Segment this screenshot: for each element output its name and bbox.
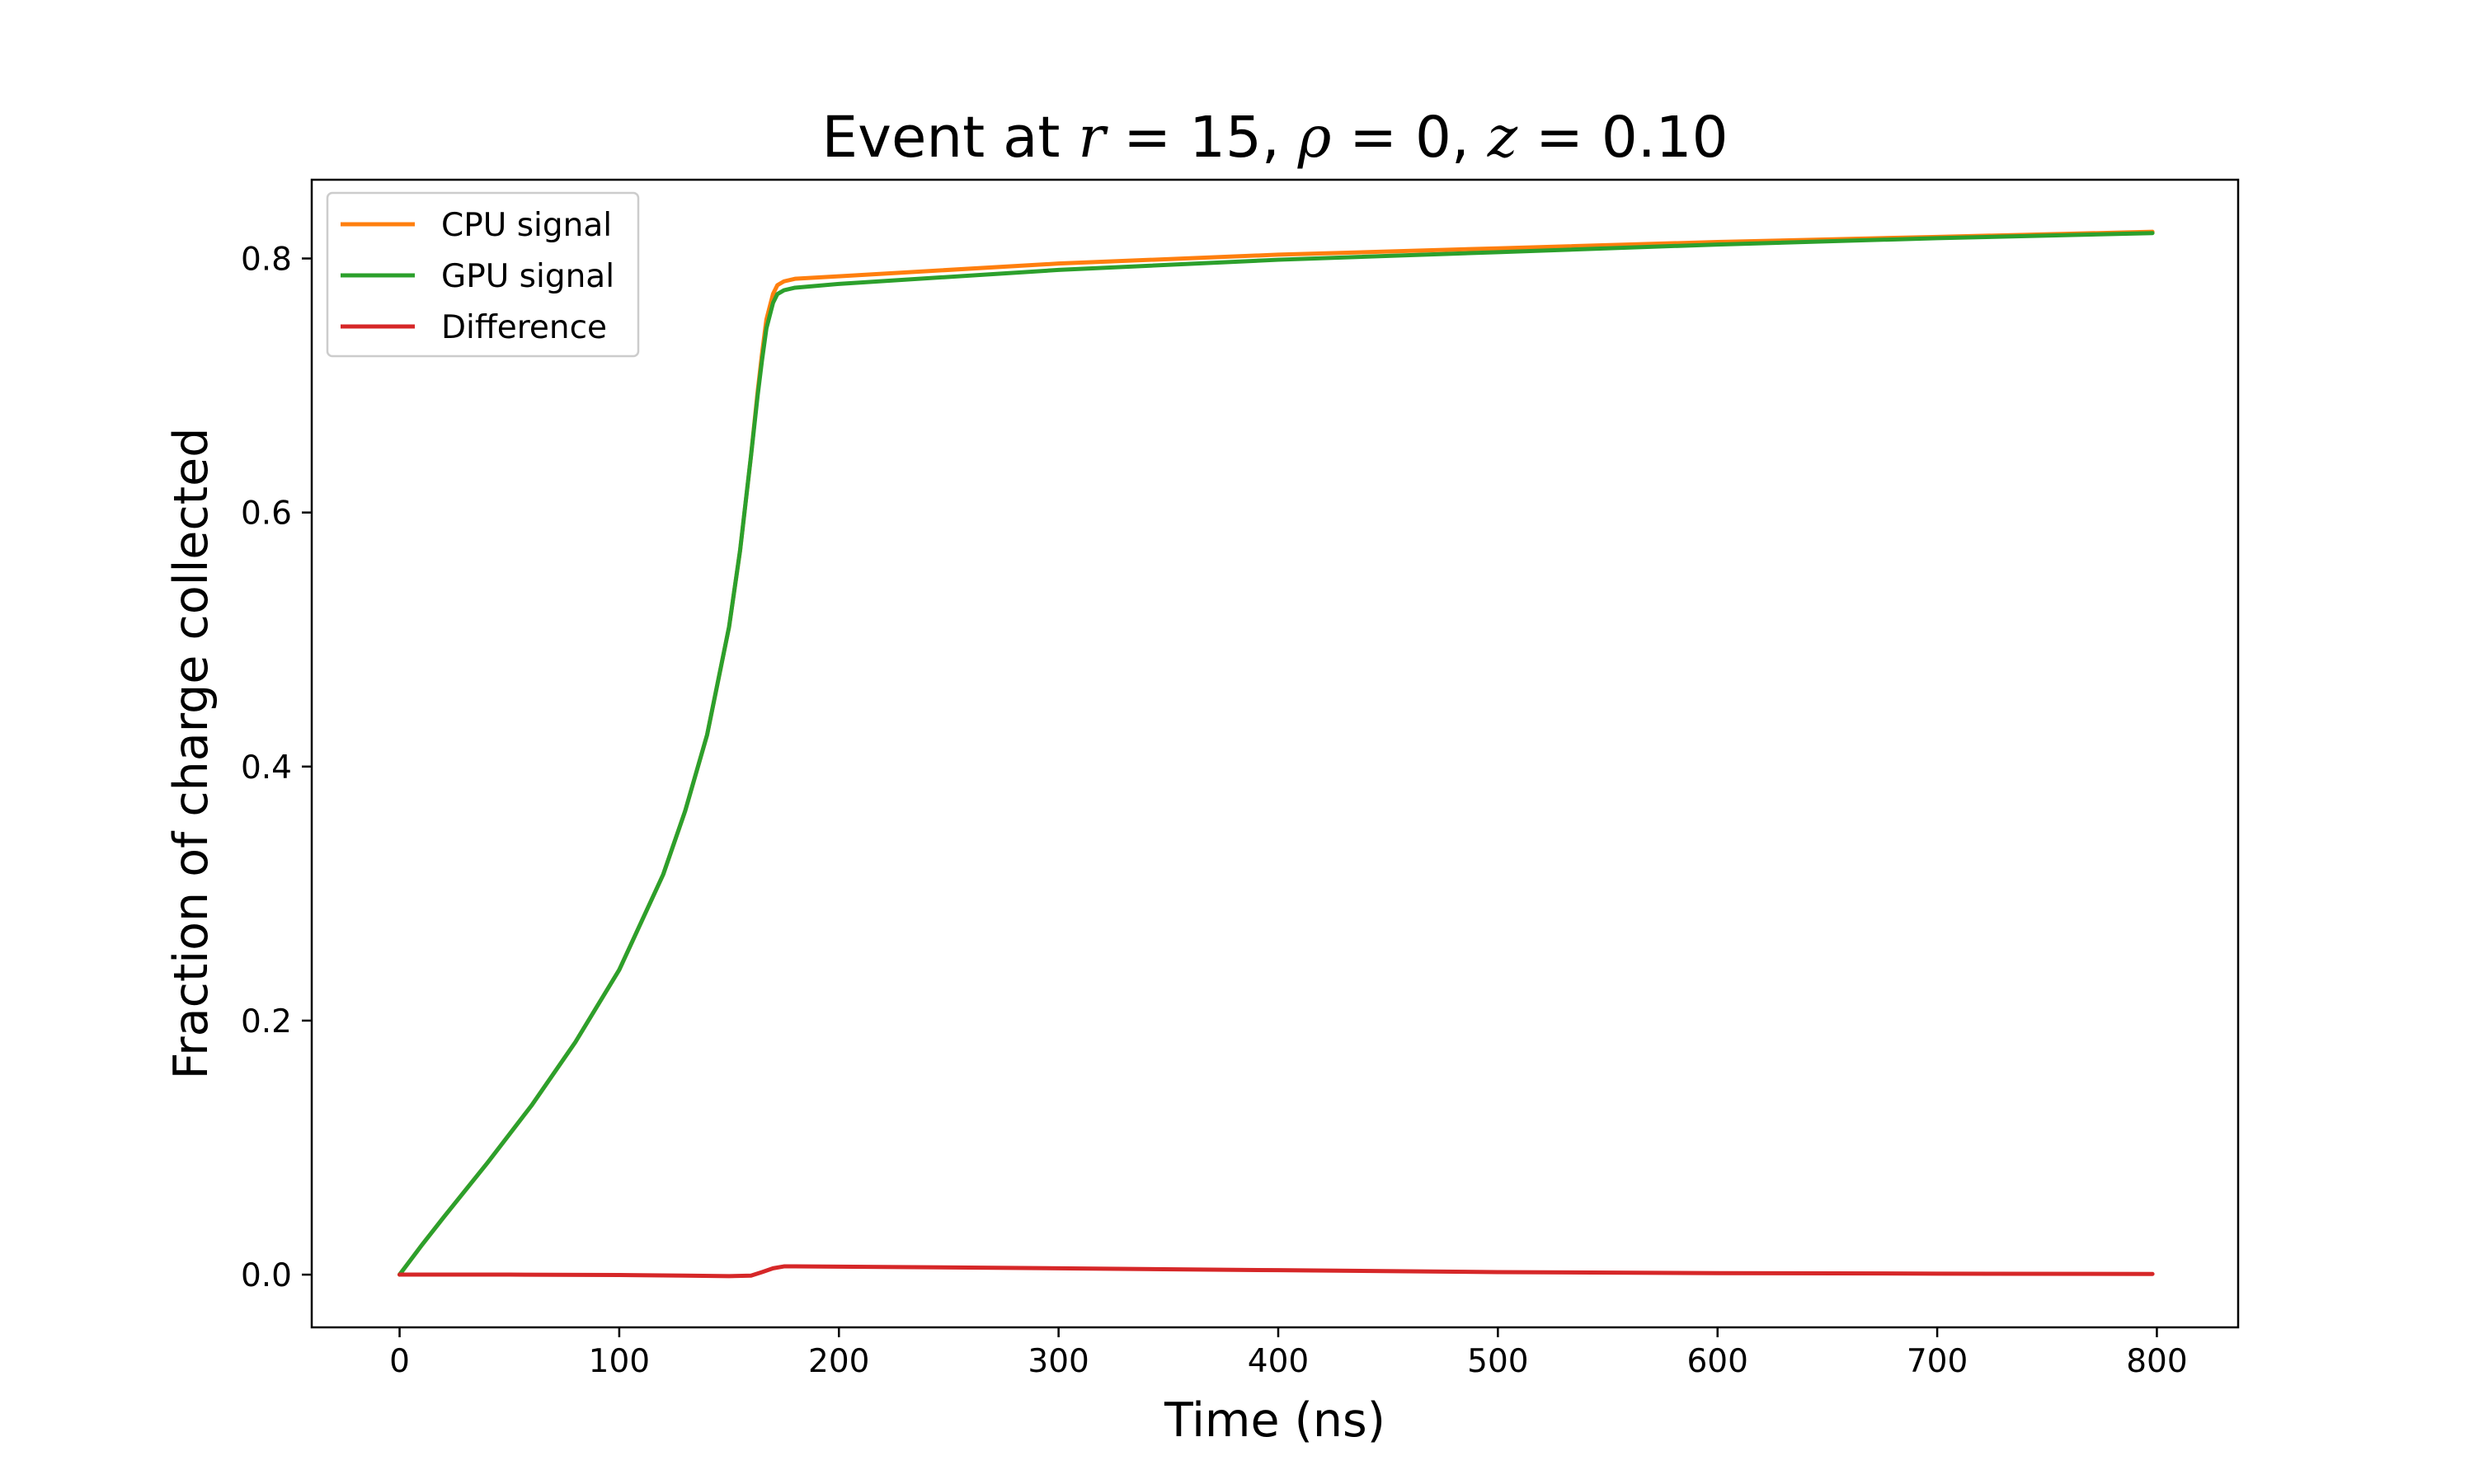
series-line-difference — [397, 1264, 2155, 1279]
x-tick-label: 800 — [2126, 1343, 2187, 1380]
chart-title: Event at r = 15, ρ = 0, z = 0.10 — [822, 105, 1729, 171]
x-axis-ticks: 0 100 200 300 400 500 600 700 800 — [389, 1327, 2188, 1380]
x-axis-label: Time (ns) — [1164, 1393, 1385, 1448]
x-tick-label: 400 — [1248, 1343, 1309, 1380]
y-tick-label: 0.0 — [241, 1257, 292, 1294]
y-tick-label: 0.2 — [241, 1003, 292, 1040]
y-axis-ticks: 0.0 0.2 0.4 0.6 0.8 — [241, 242, 312, 1294]
y-axis-label: Fraction of charge collected — [164, 428, 219, 1080]
x-tick-label: 700 — [1907, 1343, 1968, 1380]
title-rho-value: 0 — [1415, 105, 1451, 171]
x-tick-label: 0 — [389, 1343, 410, 1380]
title-prefix: Event at — [822, 105, 1079, 171]
x-tick-label: 600 — [1686, 1343, 1747, 1380]
plot-frame — [310, 178, 2240, 1329]
x-tick-label: 200 — [808, 1343, 869, 1380]
legend-box — [326, 191, 640, 358]
legend: CPU signal GPU signal Difference — [326, 191, 640, 358]
y-tick-label: 0.8 — [241, 242, 292, 279]
title-r-symbol: r — [1078, 105, 1108, 171]
x-tick-label: 100 — [589, 1343, 650, 1380]
series-line-gpu-signal — [397, 231, 2155, 1277]
title-z-symbol: z — [1487, 105, 1518, 171]
legend-entries: CPU signal GPU signal Difference — [341, 207, 614, 346]
title-z-value: 0.10 — [1602, 105, 1729, 171]
legend-label-gpu-signal: GPU signal — [441, 258, 614, 295]
y-tick-label: 0.6 — [241, 495, 292, 533]
title-r-value: 15 — [1189, 105, 1262, 171]
legend-label-cpu-signal: CPU signal — [441, 207, 612, 244]
plot-lines — [397, 229, 2155, 1279]
x-tick-label: 500 — [1467, 1343, 1528, 1380]
y-tick-label: 0.4 — [241, 749, 292, 787]
title-rho-symbol: ρ — [1297, 105, 1332, 171]
x-tick-label: 300 — [1028, 1343, 1089, 1380]
legend-label-difference: Difference — [441, 309, 607, 346]
